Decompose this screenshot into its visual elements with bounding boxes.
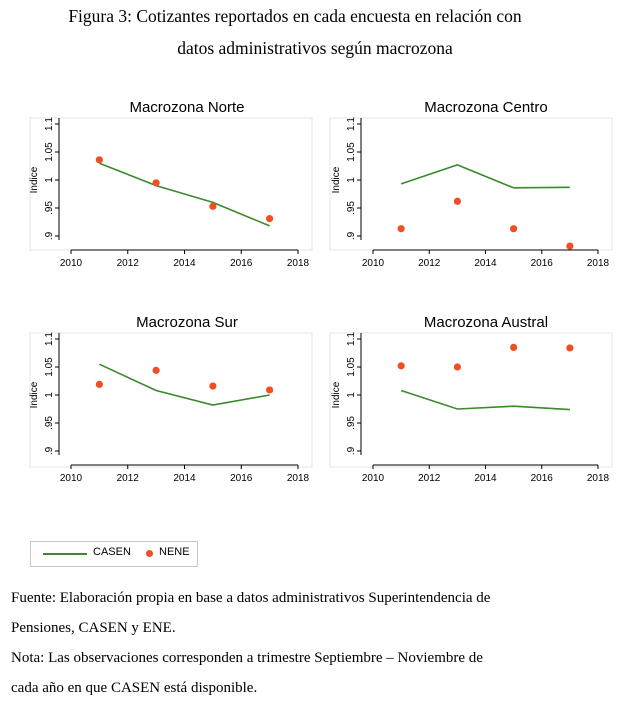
y-tick-label: 1 xyxy=(346,392,357,398)
y-tick-label: 1.05 xyxy=(44,357,55,377)
x-tick-label: 2012 xyxy=(418,473,441,484)
x-tick-label: 2010 xyxy=(362,258,385,269)
x-tick-label: 2018 xyxy=(287,473,310,484)
y-tick-label: .9 xyxy=(44,446,55,455)
y-tick-label: 1 xyxy=(44,177,55,183)
legend-nene-dot xyxy=(146,550,153,557)
note-line1: Nota: Las observaciones corresponden a t… xyxy=(11,650,483,666)
x-tick-label: 2018 xyxy=(587,473,610,484)
legend: CASEN NENE xyxy=(30,541,198,567)
y-axis-label: Indice xyxy=(331,166,342,193)
nene-point xyxy=(397,362,405,370)
x-tick-label: 2014 xyxy=(474,473,497,484)
x-tick-label: 2014 xyxy=(173,258,196,269)
y-tick-label: 1 xyxy=(346,177,357,183)
legend-nene-label: NENE xyxy=(159,546,190,558)
y-tick-label: .9 xyxy=(44,231,55,240)
nene-point xyxy=(510,343,518,351)
y-axis-label: Indice xyxy=(331,381,342,408)
nene-point xyxy=(397,225,405,233)
x-tick-label: 2014 xyxy=(173,473,196,484)
legend-casen-label: CASEN xyxy=(93,546,131,558)
y-tick-label: 1.05 xyxy=(44,142,55,162)
nene-point xyxy=(209,202,217,210)
x-tick-label: 2012 xyxy=(418,258,441,269)
x-tick-label: 2010 xyxy=(60,258,83,269)
panel-title: Macrozona Austral xyxy=(424,314,548,331)
casen-series-line xyxy=(400,164,570,189)
nene-point xyxy=(510,225,518,233)
figure-title-line2: datos administrativos según macrozona xyxy=(177,38,453,58)
y-axis-label: Indice xyxy=(29,381,40,408)
nene-point xyxy=(266,386,274,394)
x-tick-label: 2012 xyxy=(117,258,140,269)
y-tick-label: .95 xyxy=(346,416,357,430)
plot-frame xyxy=(29,117,313,251)
nene-point xyxy=(453,197,461,205)
x-tick-label: 2018 xyxy=(287,258,310,269)
nene-point xyxy=(566,344,574,352)
source-line1: Fuente: Elaboración propia en base a dat… xyxy=(11,590,491,606)
x-tick-label: 2018 xyxy=(587,258,610,269)
x-tick-label: 2010 xyxy=(60,473,83,484)
plot-frame xyxy=(29,332,313,468)
legend-casen-line xyxy=(43,553,87,555)
x-tick-label: 2016 xyxy=(230,473,253,484)
nene-point xyxy=(152,366,160,374)
casen-series-line xyxy=(400,389,570,411)
x-tick-label: 2010 xyxy=(362,473,385,484)
note-line2: cada año en que CASEN está disponible. xyxy=(11,680,258,696)
y-tick-label: 1.1 xyxy=(44,332,55,346)
source-line2: Pensiones, CASEN y ENE. xyxy=(11,620,176,636)
nene-point xyxy=(566,242,574,250)
y-tick-label: 1.05 xyxy=(346,357,357,377)
x-tick-label: 2012 xyxy=(117,473,140,484)
x-tick-label: 2016 xyxy=(531,473,554,484)
nene-point xyxy=(152,179,160,187)
y-axis-label: Indice xyxy=(29,166,40,193)
y-tick-label: .9 xyxy=(346,446,357,455)
y-tick-label: .95 xyxy=(44,416,55,430)
charts-svg: Macrozona Norte .9 .95 1 1.05 1.1 Indice 2010 20… xyxy=(29,99,613,484)
nene-point xyxy=(209,382,217,390)
panel-title: Macrozona Sur xyxy=(136,314,238,331)
casen-series-line xyxy=(99,363,270,406)
y-tick-label: 1.1 xyxy=(346,117,357,131)
plot-frame xyxy=(329,332,613,468)
x-tick-label: 2014 xyxy=(474,258,497,269)
nene-point xyxy=(95,380,103,388)
y-tick-label: 1.05 xyxy=(346,142,357,162)
x-tick-label: 2016 xyxy=(230,258,253,269)
figure-title-line1: Figura 3: Cotizantes reportados en cada … xyxy=(68,6,522,26)
nene-point xyxy=(95,156,103,164)
nene-point xyxy=(266,215,274,223)
nene-point xyxy=(453,363,461,371)
y-tick-label: 1.1 xyxy=(44,117,55,131)
casen-series-line xyxy=(99,162,270,227)
panel-title: Macrozona Centro xyxy=(424,99,547,116)
y-tick-label: 1.1 xyxy=(346,332,357,346)
y-tick-label: .95 xyxy=(346,201,357,215)
plot-frame xyxy=(329,117,613,251)
panel-title: Macrozona Norte xyxy=(129,99,244,116)
y-tick-label: 1 xyxy=(44,392,55,398)
y-tick-label: .95 xyxy=(44,201,55,215)
x-tick-label: 2016 xyxy=(531,258,554,269)
y-tick-label: .9 xyxy=(346,231,357,240)
